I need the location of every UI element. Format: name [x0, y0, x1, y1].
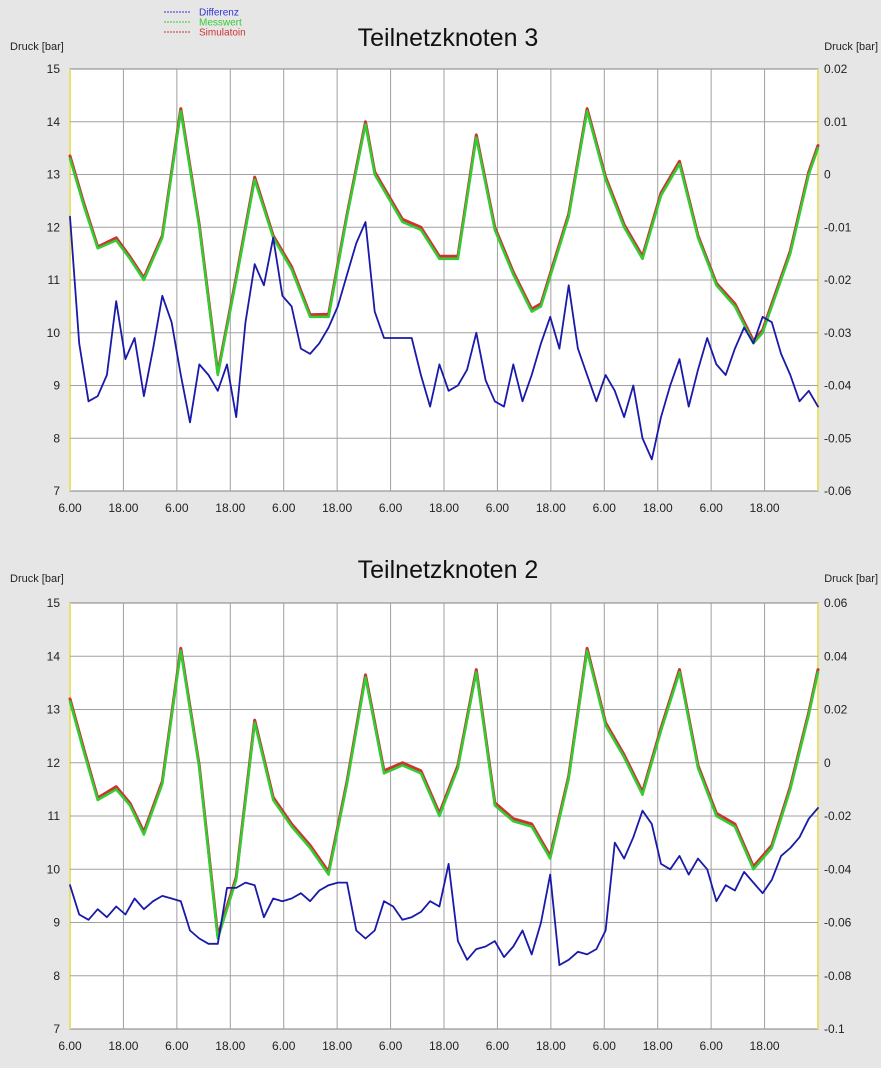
y-tick-label-left: 10 — [47, 862, 61, 876]
y-tick-label-right: -0.02 — [824, 809, 852, 823]
y-axis-label-left: Druck [bar] — [10, 41, 64, 53]
x-tick-label: 18.00 — [429, 501, 459, 515]
legend-label: Simulatoin — [199, 28, 246, 39]
x-tick-label: 6.00 — [593, 1039, 617, 1053]
x-tick-label: 6.00 — [593, 501, 617, 515]
x-tick-label: 6.00 — [379, 1039, 403, 1053]
x-tick-label: 18.00 — [322, 501, 352, 515]
y-tick-label-right: -0.05 — [824, 431, 852, 445]
y-axis-label-right: Druck [bar] — [824, 41, 878, 53]
x-tick-label: 18.00 — [643, 501, 673, 515]
y-tick-label-right: 0.02 — [824, 703, 848, 717]
y-tick-label-left: 11 — [48, 273, 61, 287]
y-tick-label-right: -0.04 — [824, 379, 852, 393]
x-tick-label: 18.00 — [536, 1039, 566, 1053]
y-tick-label-right: -0.06 — [824, 916, 852, 930]
y-tick-label-left: 12 — [47, 756, 61, 770]
x-tick-label: 18.00 — [108, 501, 138, 515]
y-tick-label-right: 0 — [824, 168, 831, 182]
x-tick-label: 18.00 — [215, 501, 245, 515]
series-line-messwert — [68, 109, 820, 377]
y-tick-label-left: 15 — [47, 596, 61, 610]
y-tick-label-left: 9 — [53, 916, 60, 930]
x-tick-label: 6.00 — [165, 1039, 189, 1053]
x-tick-label: 6.00 — [699, 501, 723, 515]
y-tick-label-right: -0.01 — [824, 220, 852, 234]
legend-label: Messwert — [199, 18, 242, 29]
y-tick-label-right: 0.04 — [824, 649, 848, 663]
y-tick-label-left: 12 — [47, 220, 61, 234]
x-tick-label: 18.00 — [322, 1039, 352, 1053]
x-tick-label: 6.00 — [486, 501, 510, 515]
y-tick-label-right: 0.01 — [824, 115, 848, 129]
y-tick-label-right: -0.08 — [824, 969, 852, 983]
x-tick-label: 18.00 — [750, 501, 780, 515]
y-tick-label-right: 0 — [824, 756, 831, 770]
y-tick-label-right: -0.06 — [824, 484, 852, 498]
x-tick-label: 6.00 — [379, 501, 403, 515]
y-tick-label-right: 0.02 — [824, 62, 848, 76]
y-tick-label-right: -0.02 — [824, 273, 852, 287]
series-line-differenz — [69, 807, 819, 966]
y-tick-label-right: -0.1 — [824, 1022, 845, 1036]
y-tick-label-right: -0.04 — [824, 862, 852, 876]
y-tick-label-left: 7 — [53, 1022, 60, 1036]
chart-panel-2: 6.00 18.00 6.00 18.00 6.00 18.00 6.00 18.00 6.00… — [10, 556, 878, 1053]
y-axis-label-right: Druck [bar] — [824, 573, 878, 585]
y-tick-label-left: 14 — [47, 115, 61, 129]
y-tick-label-left: 15 — [47, 62, 61, 76]
x-tick-label: 6.00 — [58, 501, 82, 515]
y-tick-label-right: 0.06 — [824, 596, 848, 610]
x-tick-label: 18.00 — [108, 1039, 138, 1053]
y-axis-label-left: Druck [bar] — [10, 573, 64, 585]
x-tick-label: 6.00 — [165, 501, 189, 515]
series-line-differenz — [69, 215, 819, 461]
x-tick-label: 18.00 — [750, 1039, 780, 1053]
x-tick-label: 6.00 — [699, 1039, 723, 1053]
x-tick-label: 6.00 — [272, 501, 296, 515]
y-tick-label-left: 10 — [47, 326, 61, 340]
chart-panel-1: 6.00 18.00 6.00 18.00 6.00 18.00 6.00 18.00 6.00… — [10, 8, 878, 516]
y-tick-label-left: 11 — [48, 809, 61, 823]
x-tick-label: 6.00 — [486, 1039, 510, 1053]
chart-title: Teilnetzknoten 2 — [358, 556, 539, 584]
y-tick-label-left: 13 — [47, 168, 61, 182]
series-line-messwert — [68, 649, 820, 940]
x-tick-label: 6.00 — [272, 1039, 296, 1053]
y-tick-label-left: 8 — [53, 431, 60, 445]
y-tick-label-left: 8 — [53, 969, 60, 983]
y-tick-label-left: 9 — [53, 379, 60, 393]
chart-title: Teilnetzknoten 3 — [358, 24, 539, 52]
x-tick-label: 18.00 — [643, 1039, 673, 1053]
y-tick-label-left: 14 — [47, 649, 61, 663]
y-tick-label-right: -0.03 — [824, 326, 852, 340]
x-tick-label: 18.00 — [536, 501, 566, 515]
x-tick-label: 6.00 — [58, 1039, 82, 1053]
x-tick-label: 18.00 — [429, 1039, 459, 1053]
legend-label: Differenz — [199, 8, 239, 19]
y-tick-label-left: 7 — [53, 484, 60, 498]
y-tick-label-left: 13 — [47, 703, 61, 717]
x-tick-label: 18.00 — [215, 1039, 245, 1053]
